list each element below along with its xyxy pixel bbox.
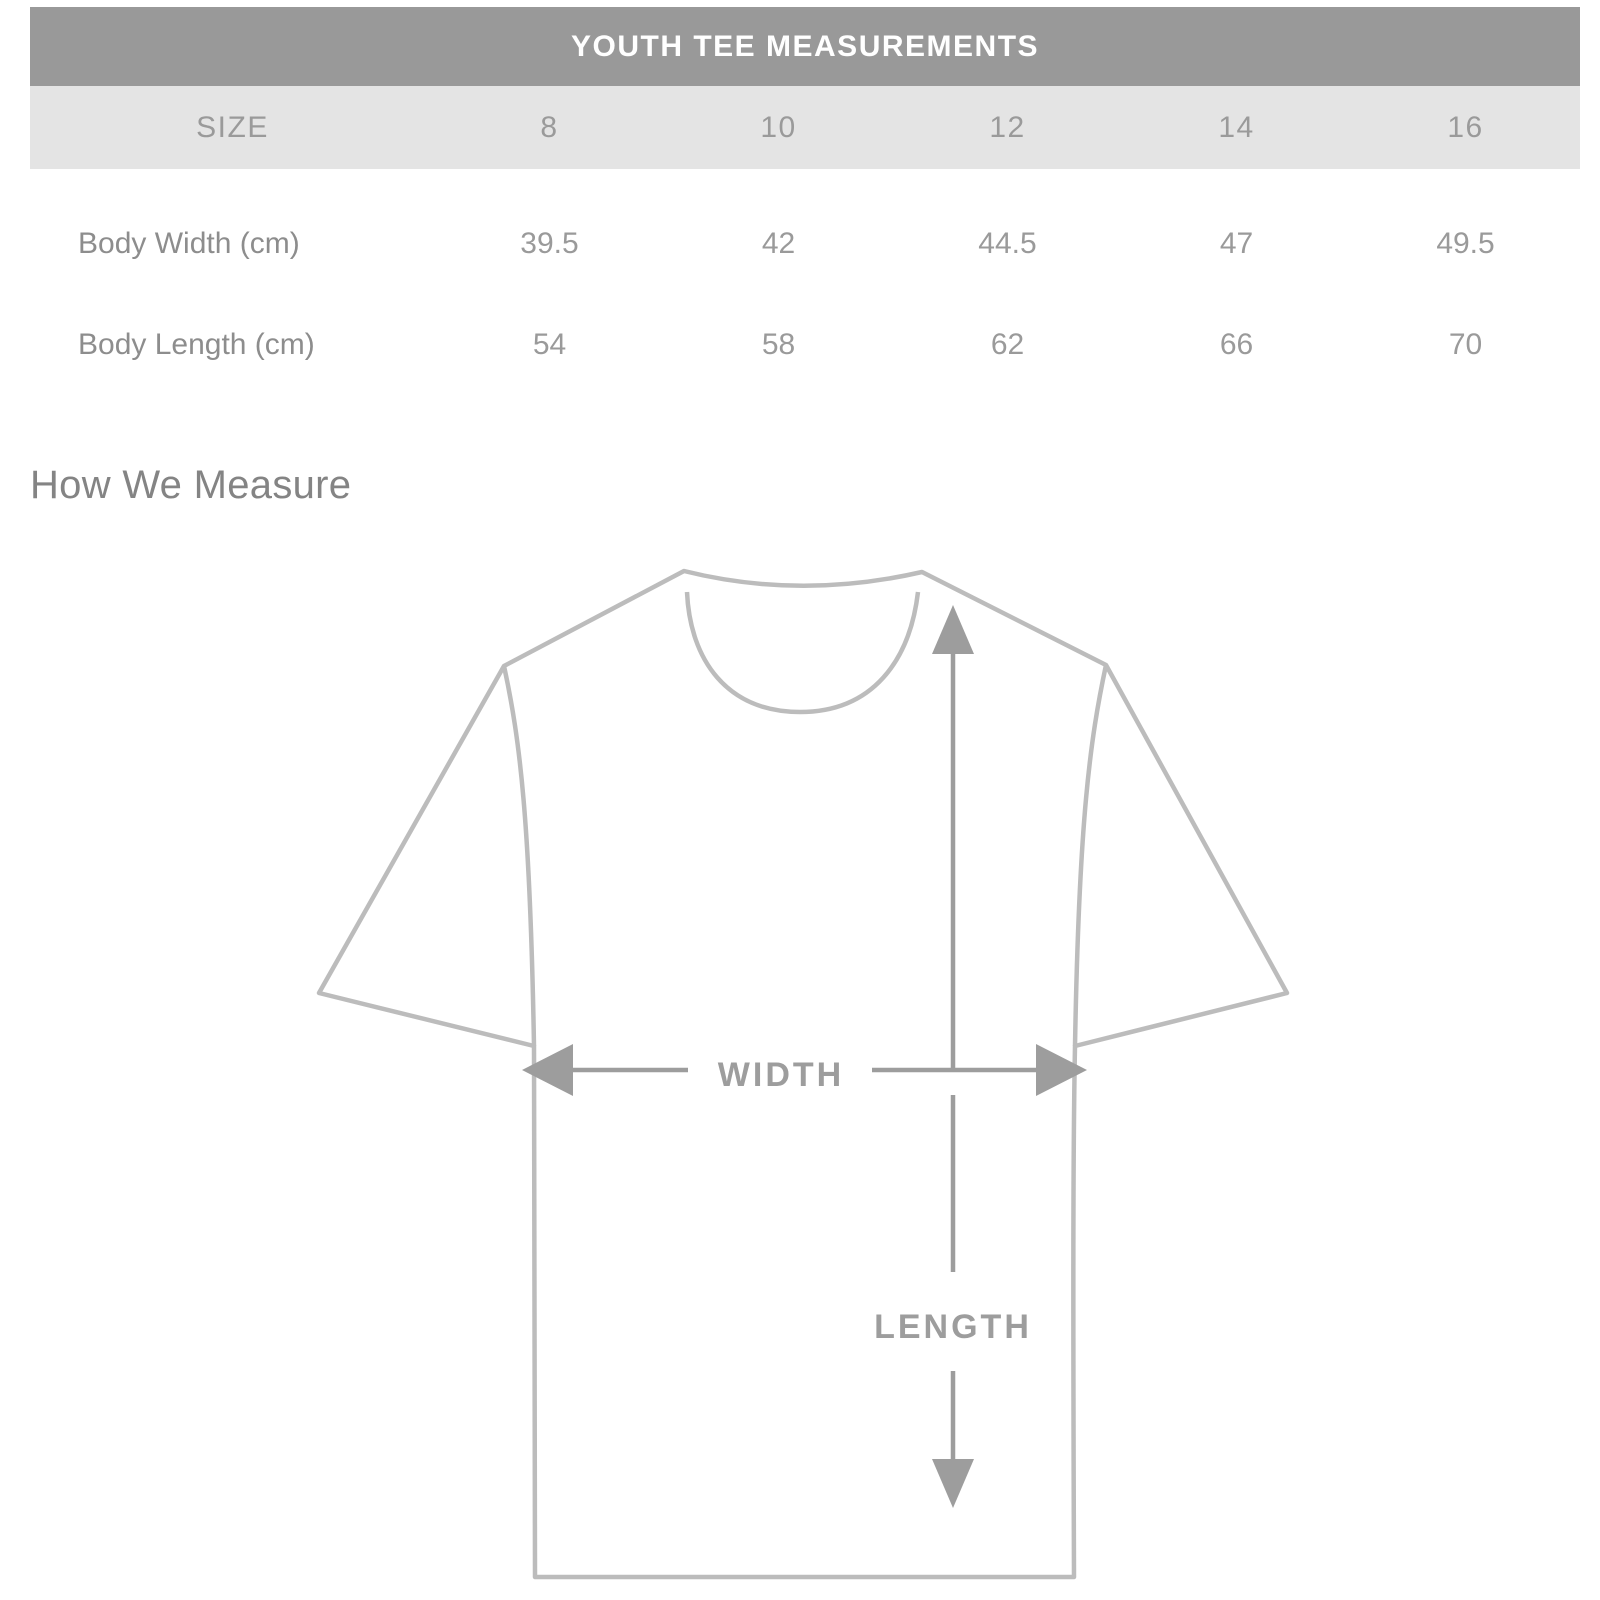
svg-text:LENGTH: LENGTH — [874, 1308, 1032, 1346]
svg-text:WIDTH: WIDTH — [718, 1056, 844, 1094]
